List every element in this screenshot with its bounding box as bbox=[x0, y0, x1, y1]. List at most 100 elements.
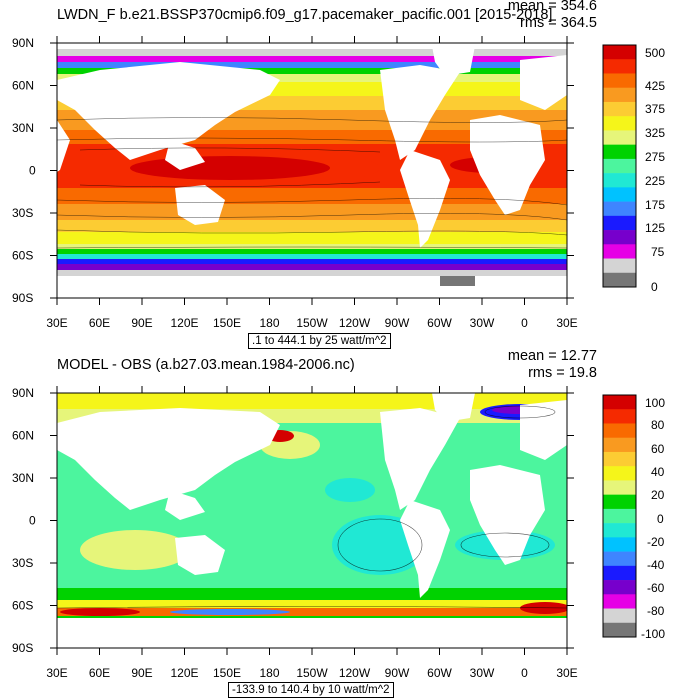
lon-labels-top: 30E 60E 90E 120E 150E 180 150W 120W 90W … bbox=[46, 316, 577, 330]
lat-labels-top: 90N 60N 30N 0 30S 60S 90S bbox=[12, 36, 36, 305]
mean-label: mean = 354.6 bbox=[507, 0, 597, 14]
colorbar-swatch bbox=[603, 130, 636, 145]
lon-label: 150W bbox=[296, 666, 328, 680]
lon-label: 180 bbox=[259, 316, 279, 330]
lon-label: 30W bbox=[470, 666, 495, 680]
lat-label: 30N bbox=[12, 121, 34, 135]
colorbar-swatch bbox=[603, 230, 636, 245]
colorbar-label: 40 bbox=[651, 465, 665, 479]
colorbar-label: 0 bbox=[657, 512, 664, 526]
lon-label: 120E bbox=[170, 666, 198, 680]
lat-label: 0 bbox=[29, 164, 36, 178]
colorbar-label: 20 bbox=[651, 488, 665, 502]
lon-label: 30E bbox=[556, 316, 577, 330]
colorbar-swatch bbox=[603, 244, 636, 259]
colorbar-swatch bbox=[603, 523, 636, 538]
colorbar-swatch bbox=[603, 551, 636, 567]
lon-label: 150E bbox=[213, 666, 241, 680]
colorbar-top bbox=[602, 44, 637, 288]
colorbar-swatch bbox=[603, 144, 636, 160]
colorbar-swatch bbox=[603, 87, 636, 103]
lon-label: 30W bbox=[470, 316, 495, 330]
colorbar-label: 275 bbox=[645, 150, 665, 164]
ticks-top bbox=[50, 36, 574, 305]
colorbar-swatch bbox=[603, 258, 636, 274]
colorbar-swatch bbox=[603, 201, 636, 217]
colorbar-swatch bbox=[603, 73, 636, 89]
lon-label: 0 bbox=[521, 666, 528, 680]
colorbar-label: 375 bbox=[645, 102, 665, 116]
lat-label: 0 bbox=[29, 514, 36, 528]
colorbar-bottom bbox=[602, 394, 637, 638]
lat-label: 90N bbox=[12, 36, 34, 50]
colorbar-label: -100 bbox=[641, 627, 665, 641]
map-top-svg: 90N 60N 30N 0 30S 60S 90S 30E 60E 90E 12… bbox=[12, 36, 665, 330]
colorbar-label: 100 bbox=[645, 396, 665, 410]
colorbar-swatch bbox=[603, 594, 636, 609]
colorbar-label: 0 bbox=[651, 280, 658, 294]
colorbar-swatch bbox=[603, 451, 636, 467]
lon-label: 90W bbox=[385, 666, 410, 680]
colorbar-swatch bbox=[603, 215, 636, 231]
lat-label: 60S bbox=[12, 249, 33, 263]
contour-range-label: -133.9 to 140.4 by 10 watt/m^2 bbox=[228, 682, 394, 698]
colorbar-swatch bbox=[603, 395, 636, 410]
lat-label: 90S bbox=[12, 641, 33, 655]
rms-label: rms = 364.5 bbox=[520, 15, 597, 31]
lon-label: 60W bbox=[427, 666, 452, 680]
colorbar-swatch bbox=[603, 101, 636, 117]
ticks-bottom bbox=[50, 386, 574, 655]
colorbar-label: -20 bbox=[647, 535, 665, 549]
colorbar-label: -80 bbox=[647, 604, 665, 618]
lon-label: 0 bbox=[521, 316, 528, 330]
colorbar-labels-bottom: 100 80 60 40 20 0 -20 -40 -60 -80 -100 bbox=[641, 396, 665, 641]
lon-label: 150W bbox=[296, 316, 328, 330]
colorbar-swatch bbox=[603, 437, 636, 453]
panel-title: LWDN_F b.e21.BSSP370cmip6.f09_g17.pacema… bbox=[57, 7, 553, 23]
colorbar-swatch bbox=[603, 494, 636, 510]
colorbar-frame bbox=[602, 44, 637, 288]
lon-label: 90W bbox=[385, 316, 410, 330]
colorbar-swatch bbox=[603, 272, 636, 288]
lat-label: 60N bbox=[12, 79, 34, 93]
lon-label: 120E bbox=[170, 316, 198, 330]
lon-label: 60E bbox=[89, 316, 110, 330]
colorbar-swatch bbox=[603, 622, 636, 638]
lat-label: 30S bbox=[12, 556, 33, 570]
lat-label: 30N bbox=[12, 471, 34, 485]
lat-label: 60S bbox=[12, 599, 33, 613]
colorbar-swatch bbox=[603, 173, 636, 188]
colorbar-swatch bbox=[603, 59, 636, 74]
colorbar-swatch bbox=[603, 116, 636, 131]
colorbar-swatch bbox=[603, 608, 636, 624]
lat-label: 90N bbox=[12, 386, 34, 400]
lon-label: 30E bbox=[46, 316, 67, 330]
colorbar-labels-top: 500 425 375 325 275 225 175 125 75 0 bbox=[645, 46, 665, 294]
lon-label: 120W bbox=[339, 666, 371, 680]
colorbar-label: 60 bbox=[651, 442, 665, 456]
lon-label: 90E bbox=[131, 666, 152, 680]
colorbar-swatch bbox=[603, 565, 636, 581]
colorbar-swatch bbox=[603, 409, 636, 424]
lon-label: 60E bbox=[89, 666, 110, 680]
panel-title: MODEL - OBS (a.b27.03.mean.1984-2006.nc) bbox=[57, 357, 355, 373]
field-bottom bbox=[57, 393, 567, 648]
colorbar-label: 500 bbox=[645, 46, 665, 60]
colorbar-swatch bbox=[603, 580, 636, 595]
lat-labels-bottom: 90N 60N 30N 0 30S 60S 90S bbox=[12, 386, 36, 655]
map-panel-bottom: MODEL - OBS (a.b27.03.mean.1984-2006.nc)… bbox=[0, 348, 700, 700]
mean-label: mean = 12.77 bbox=[507, 348, 597, 364]
rms-label: rms = 19.8 bbox=[528, 365, 597, 381]
lon-label: 90E bbox=[131, 316, 152, 330]
lon-label: 60W bbox=[427, 316, 452, 330]
colorbar-swatch bbox=[603, 423, 636, 439]
lon-label: 30E bbox=[46, 666, 67, 680]
colorbar-frame bbox=[602, 394, 637, 638]
contour-range-label: .1 to 444.1 by 25 watt/m^2 bbox=[248, 333, 391, 349]
colorbar-label: -60 bbox=[647, 581, 665, 595]
lon-label: 30E bbox=[556, 666, 577, 680]
field-top bbox=[57, 43, 567, 298]
colorbar-label: 425 bbox=[645, 79, 665, 93]
colorbar-label: 80 bbox=[651, 418, 665, 432]
colorbar-swatch bbox=[603, 480, 636, 495]
